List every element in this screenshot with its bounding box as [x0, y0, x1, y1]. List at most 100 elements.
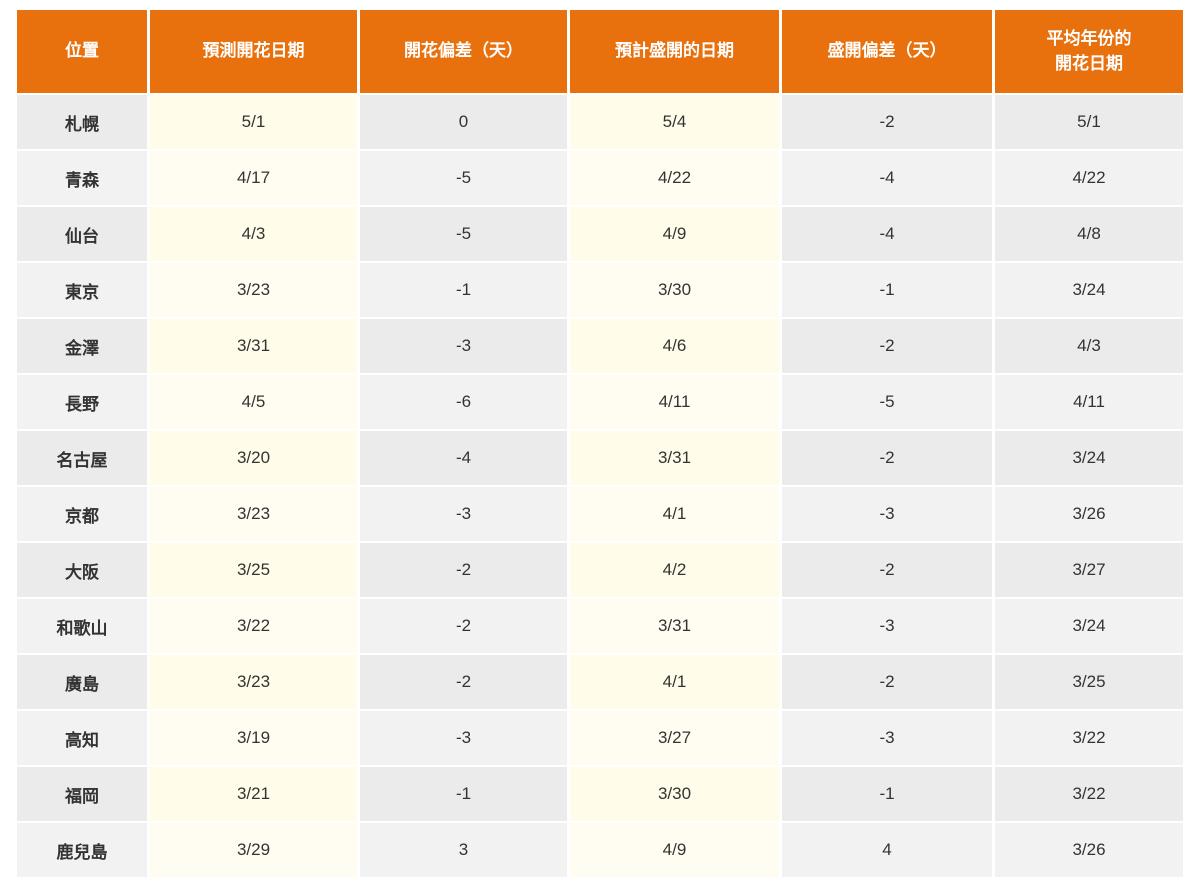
- first-bloom-date-cell: 3/19: [150, 711, 360, 767]
- location-cell: 仙台: [17, 207, 150, 263]
- full-bloom-date-cell: 3/30: [570, 263, 782, 319]
- first-bloom-date-cell: 3/23: [150, 487, 360, 543]
- full-bloom-date-cell: 5/4: [570, 95, 782, 151]
- first-bloom-deviation-cell: -3: [360, 711, 570, 767]
- table-row: 京都 3/23 -3 4/1 -3 3/26: [17, 487, 1183, 543]
- full-bloom-deviation-cell: -3: [782, 487, 995, 543]
- first-bloom-deviation-cell: -4: [360, 431, 570, 487]
- full-bloom-deviation-cell: -2: [782, 655, 995, 711]
- average-year-date-cell: 3/24: [995, 431, 1183, 487]
- first-bloom-date-cell: 4/17: [150, 151, 360, 207]
- location-cell: 札幌: [17, 95, 150, 151]
- full-bloom-date-cell: 4/1: [570, 655, 782, 711]
- first-bloom-date-cell: 3/21: [150, 767, 360, 823]
- full-bloom-deviation-cell: 4: [782, 823, 995, 879]
- average-year-date-cell: 3/25: [995, 655, 1183, 711]
- table-row: 大阪 3/25 -2 4/2 -2 3/27: [17, 543, 1183, 599]
- location-cell: 名古屋: [17, 431, 150, 487]
- first-bloom-deviation-cell: -1: [360, 767, 570, 823]
- first-bloom-date-cell: 5/1: [150, 95, 360, 151]
- first-bloom-date-cell: 3/25: [150, 543, 360, 599]
- header-cell-first-bloom-date: 預測開花日期: [150, 10, 360, 95]
- header-cell-average-year-date: 平均年份的 開花日期: [995, 10, 1183, 95]
- header-cell-full-bloom-date: 預計盛開的日期: [570, 10, 782, 95]
- location-cell: 廣島: [17, 655, 150, 711]
- average-year-date-cell: 4/8: [995, 207, 1183, 263]
- table-row: 青森 4/17 -5 4/22 -4 4/22: [17, 151, 1183, 207]
- first-bloom-deviation-cell: -2: [360, 655, 570, 711]
- average-year-date-cell: 3/22: [995, 711, 1183, 767]
- full-bloom-date-cell: 4/9: [570, 207, 782, 263]
- location-cell: 金澤: [17, 319, 150, 375]
- average-year-date-cell: 5/1: [995, 95, 1183, 151]
- first-bloom-deviation-cell: 3: [360, 823, 570, 879]
- full-bloom-deviation-cell: -3: [782, 711, 995, 767]
- full-bloom-date-cell: 4/1: [570, 487, 782, 543]
- first-bloom-date-cell: 3/29: [150, 823, 360, 879]
- location-cell: 福岡: [17, 767, 150, 823]
- location-cell: 京都: [17, 487, 150, 543]
- header-row: 位置 預測開花日期 開花偏差（天） 預計盛開的日期 盛開偏差（天） 平均年份的 …: [17, 10, 1183, 95]
- average-year-date-cell: 3/24: [995, 263, 1183, 319]
- table-row: 福岡 3/21 -1 3/30 -1 3/22: [17, 767, 1183, 823]
- average-year-date-cell: 3/26: [995, 823, 1183, 879]
- first-bloom-deviation-cell: -2: [360, 543, 570, 599]
- average-year-date-cell: 3/22: [995, 767, 1183, 823]
- full-bloom-deviation-cell: -4: [782, 207, 995, 263]
- table-row: 鹿兒島 3/29 3 4/9 4 3/26: [17, 823, 1183, 879]
- first-bloom-deviation-cell: -3: [360, 319, 570, 375]
- location-cell: 長野: [17, 375, 150, 431]
- location-cell: 東京: [17, 263, 150, 319]
- first-bloom-deviation-cell: -2: [360, 599, 570, 655]
- first-bloom-deviation-cell: -5: [360, 207, 570, 263]
- first-bloom-deviation-cell: -5: [360, 151, 570, 207]
- location-cell: 和歌山: [17, 599, 150, 655]
- full-bloom-deviation-cell: -3: [782, 599, 995, 655]
- full-bloom-date-cell: 3/27: [570, 711, 782, 767]
- header-cell-first-bloom-deviation: 開花偏差（天）: [360, 10, 570, 95]
- first-bloom-deviation-cell: 0: [360, 95, 570, 151]
- full-bloom-deviation-cell: -4: [782, 151, 995, 207]
- full-bloom-deviation-cell: -5: [782, 375, 995, 431]
- full-bloom-date-cell: 4/2: [570, 543, 782, 599]
- first-bloom-deviation-cell: -1: [360, 263, 570, 319]
- table-row: 廣島 3/23 -2 4/1 -2 3/25: [17, 655, 1183, 711]
- first-bloom-deviation-cell: -6: [360, 375, 570, 431]
- header-cell-full-bloom-deviation: 盛開偏差（天）: [782, 10, 995, 95]
- full-bloom-date-cell: 3/30: [570, 767, 782, 823]
- bloom-forecast-table: 位置 預測開花日期 開花偏差（天） 預計盛開的日期 盛開偏差（天） 平均年份的 …: [17, 10, 1183, 879]
- average-year-date-cell: 4/22: [995, 151, 1183, 207]
- average-year-date-cell: 4/3: [995, 319, 1183, 375]
- table-row: 金澤 3/31 -3 4/6 -2 4/3: [17, 319, 1183, 375]
- location-cell: 鹿兒島: [17, 823, 150, 879]
- first-bloom-date-cell: 4/5: [150, 375, 360, 431]
- first-bloom-deviation-cell: -3: [360, 487, 570, 543]
- table-row: 名古屋 3/20 -4 3/31 -2 3/24: [17, 431, 1183, 487]
- first-bloom-date-cell: 3/23: [150, 655, 360, 711]
- full-bloom-date-cell: 3/31: [570, 599, 782, 655]
- full-bloom-date-cell: 3/31: [570, 431, 782, 487]
- average-year-date-cell: 4/11: [995, 375, 1183, 431]
- first-bloom-date-cell: 3/20: [150, 431, 360, 487]
- table-body: 札幌 5/1 0 5/4 -2 5/1 青森 4/17 -5 4/22 -4 4/22 仙台 4/3 -5 4…: [17, 95, 1183, 879]
- table-row: 東京 3/23 -1 3/30 -1 3/24: [17, 263, 1183, 319]
- full-bloom-date-cell: 4/11: [570, 375, 782, 431]
- full-bloom-deviation-cell: -2: [782, 431, 995, 487]
- full-bloom-deviation-cell: -1: [782, 263, 995, 319]
- first-bloom-date-cell: 3/23: [150, 263, 360, 319]
- table-row: 高知 3/19 -3 3/27 -3 3/22: [17, 711, 1183, 767]
- location-cell: 青森: [17, 151, 150, 207]
- average-year-date-cell: 3/24: [995, 599, 1183, 655]
- location-cell: 大阪: [17, 543, 150, 599]
- full-bloom-deviation-cell: -2: [782, 543, 995, 599]
- full-bloom-date-cell: 4/6: [570, 319, 782, 375]
- full-bloom-date-cell: 4/9: [570, 823, 782, 879]
- full-bloom-deviation-cell: -2: [782, 319, 995, 375]
- first-bloom-date-cell: 3/31: [150, 319, 360, 375]
- average-year-date-cell: 3/27: [995, 543, 1183, 599]
- first-bloom-date-cell: 3/22: [150, 599, 360, 655]
- table-row: 和歌山 3/22 -2 3/31 -3 3/24: [17, 599, 1183, 655]
- full-bloom-deviation-cell: -1: [782, 767, 995, 823]
- table-row: 長野 4/5 -6 4/11 -5 4/11: [17, 375, 1183, 431]
